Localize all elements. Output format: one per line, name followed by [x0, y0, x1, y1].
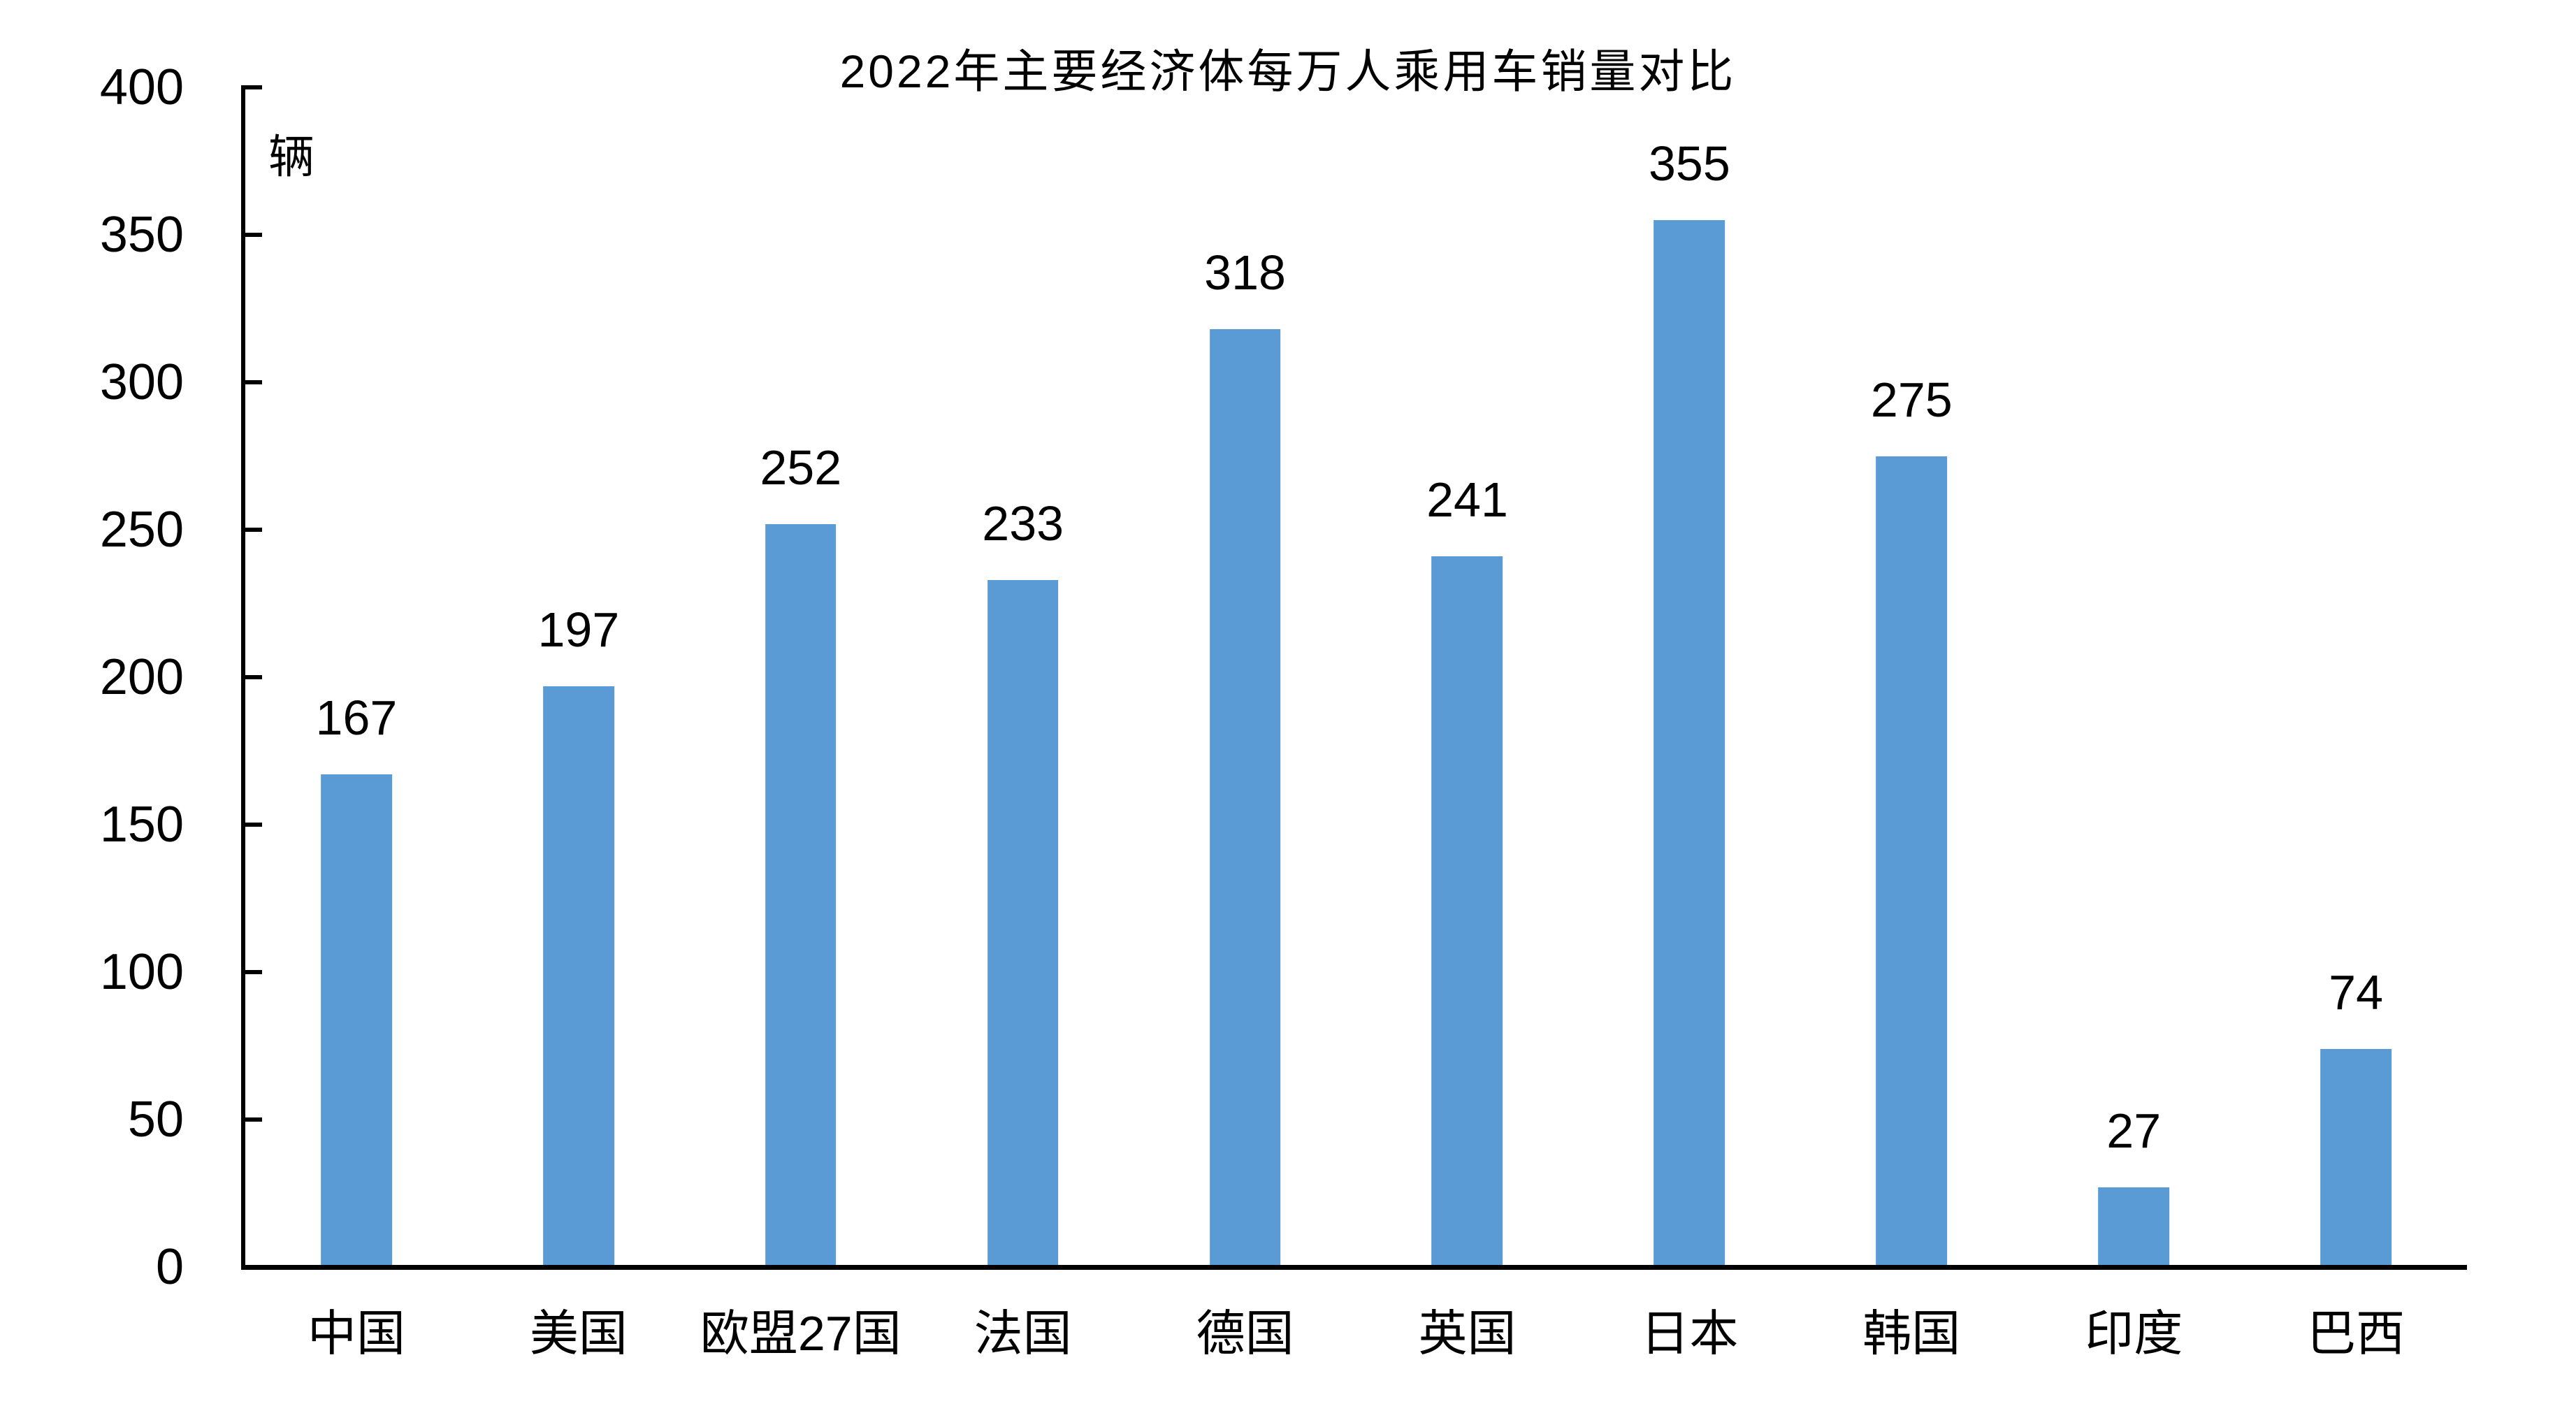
value-label-4: 233 [982, 495, 1064, 551]
y-tick-label-300: 300 [99, 354, 184, 410]
bar-slot-4: 233 法国 [912, 87, 1134, 1358]
category-label-8: 韩国 [1862, 1306, 1961, 1361]
plot-area: 167 中国 197 美国 252 欧盟27国 233 法国 318 德国 241 英国 355 日本 27… [245, 87, 2467, 1359]
bar-slot-2: 197 美国 [468, 87, 690, 1358]
category-label-3: 欧盟27国 [700, 1306, 902, 1361]
x-axis-line [241, 1265, 2467, 1270]
y-tick-mark-250 [241, 528, 262, 532]
bar-slot-3: 252 欧盟27国 [690, 87, 912, 1358]
y-tick-label-100: 100 [99, 944, 184, 1000]
chart-title: 2022年主要经济体每万人乘用车销量对比 [839, 45, 1737, 97]
y-tick-label-350: 350 [99, 207, 184, 263]
bar-slot-6: 241 英国 [1356, 87, 1579, 1358]
y-tick-mark-350 [241, 233, 262, 237]
value-label-10: 74 [2329, 964, 2384, 1020]
bar-4 [987, 579, 1059, 1267]
category-label-4: 法国 [974, 1306, 1072, 1361]
bar-slot-10: 74 巴西 [2245, 87, 2467, 1358]
y-axis-unit-label: 辆 [268, 131, 314, 182]
value-label-6: 241 [1426, 472, 1508, 527]
y-tick-label-150: 150 [99, 797, 184, 853]
bar-1 [321, 774, 392, 1267]
bar-slot-9: 27 印度 [2023, 87, 2245, 1358]
y-tick-mark-50 [241, 1117, 262, 1122]
value-label-1: 167 [315, 690, 398, 746]
category-label-9: 印度 [2085, 1306, 2183, 1361]
y-tick-label-250: 250 [99, 502, 184, 558]
value-label-7: 355 [1648, 136, 1730, 191]
bar-5 [1209, 329, 1281, 1267]
category-label-1: 中国 [307, 1306, 405, 1361]
bar-7 [1654, 219, 1725, 1267]
value-label-5: 318 [1204, 245, 1286, 301]
bar-2 [543, 686, 614, 1267]
bar-6 [1431, 556, 1503, 1267]
category-label-7: 日本 [1640, 1306, 1739, 1361]
value-label-9: 27 [2106, 1103, 2162, 1159]
y-tick-label-50: 50 [127, 1092, 184, 1148]
value-label-8: 275 [1870, 372, 1953, 427]
y-tick-label-0: 0 [155, 1239, 184, 1295]
y-tick-mark-150 [241, 823, 262, 827]
bar-3 [765, 523, 837, 1267]
y-tick-mark-200 [241, 675, 262, 679]
bar-9 [2098, 1187, 2170, 1267]
value-label-2: 197 [537, 602, 620, 657]
bar-10 [2320, 1048, 2392, 1267]
category-label-2: 美国 [529, 1306, 628, 1361]
y-tick-label-200: 200 [99, 649, 184, 705]
bar-slot-1: 167 中国 [245, 87, 468, 1358]
value-label-3: 252 [760, 440, 842, 495]
y-tick-mark-400 [241, 85, 262, 89]
bar-8 [1876, 456, 1948, 1267]
bar-slot-8: 275 韩国 [1800, 87, 2023, 1359]
bar-slot-7: 355 日本 [1578, 87, 1800, 1358]
category-label-6: 英国 [1418, 1306, 1517, 1361]
bar-slot-5: 318 德国 [1134, 87, 1356, 1358]
y-tick-mark-300 [241, 380, 262, 384]
y-tick-mark-100 [241, 970, 262, 974]
y-tick-label-400: 400 [99, 59, 184, 115]
category-label-10: 巴西 [2307, 1306, 2405, 1361]
category-label-5: 德国 [1196, 1306, 1294, 1361]
